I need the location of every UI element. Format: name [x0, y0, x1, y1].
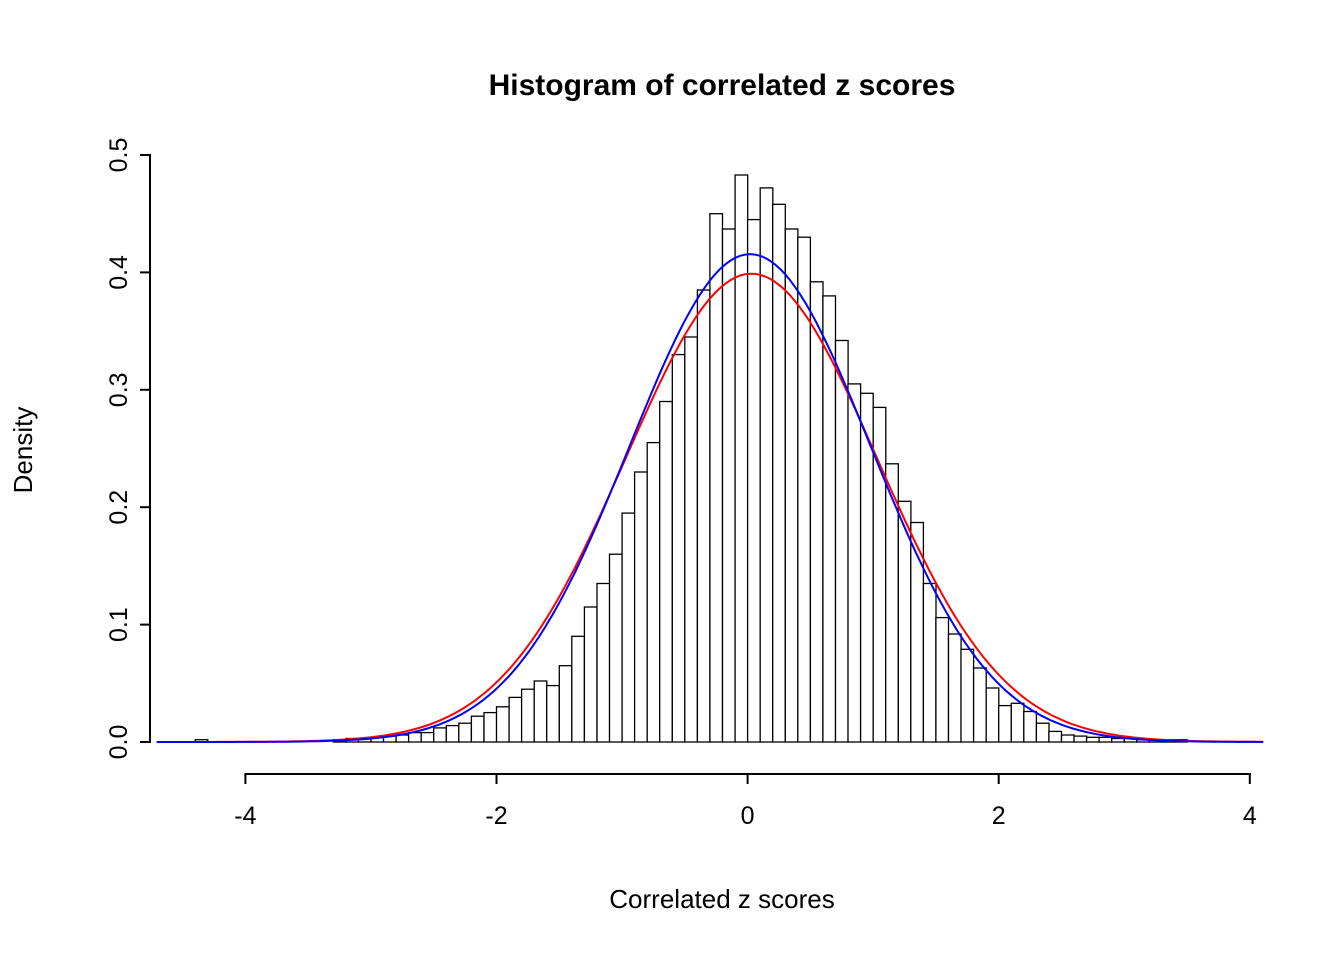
x-tick-label: 0: [741, 802, 755, 830]
x-tick-label: 4: [1243, 802, 1257, 830]
y-axis-label: Density: [8, 407, 38, 494]
y-tick-label: 0.5: [105, 138, 133, 173]
tick-labels: -4 -2 0 2 4 0.0 0.1 0.2 0.3 0.4 0.5: [105, 138, 1257, 830]
y-tick-label: 0.4: [105, 255, 133, 290]
y-tick-label: 0.2: [105, 490, 133, 525]
axes: [140, 154, 1251, 784]
chart-title: Histogram of correlated z scores: [489, 69, 956, 102]
x-tick-label: 2: [992, 802, 1006, 830]
y-tick-label: 0.3: [105, 372, 133, 407]
histogram-bars: [194, 174, 1188, 743]
y-tick-label: 0.0: [105, 725, 133, 760]
x-axis-label: Correlated z scores: [609, 884, 834, 914]
y-tick-label: 0.1: [105, 607, 133, 642]
blue-fitted-density-curve: [156, 253, 1264, 743]
x-tick-label: -2: [485, 802, 507, 830]
x-tick-label: -4: [234, 802, 256, 830]
